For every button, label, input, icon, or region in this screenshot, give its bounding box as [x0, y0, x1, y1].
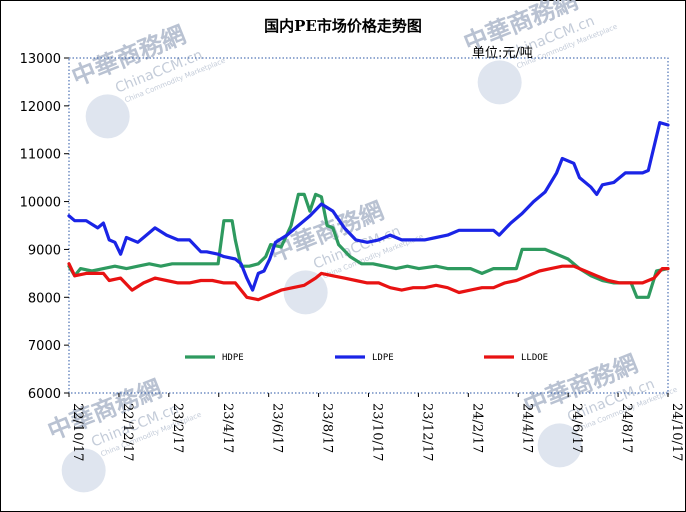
x-tick-label: 23/6/17 — [270, 403, 285, 453]
y-tick-label: 12000 — [20, 100, 61, 115]
series-lines — [67, 121, 670, 302]
x-tick-label: 24/8/17 — [619, 403, 634, 453]
x-tick-label: 24/10/17 — [669, 403, 684, 461]
chart-title: 国内PE市场价格走势图 — [264, 17, 422, 35]
series-line-hdpe — [67, 192, 670, 299]
x-tick-label: 24/6/17 — [569, 403, 584, 453]
x-tick-label: 23/4/17 — [220, 403, 235, 453]
x-tick-label: 24/4/17 — [519, 403, 534, 453]
x-tick-label: 23/10/17 — [370, 403, 385, 461]
x-tick-label: 22/12/17 — [120, 403, 135, 461]
unit-label: 单位:元/吨 — [472, 46, 533, 61]
y-tick-label: 13000 — [20, 52, 61, 67]
legend-label-ldpe: LDPE — [372, 353, 394, 363]
x-axis: 22/10/17 22/12/17 23/2/17 23/4/17 23/6/17 23/… — [68, 393, 684, 461]
x-tick-label: 23/2/17 — [170, 403, 185, 453]
legend: HDPE LDPE LLDOE — [185, 353, 548, 363]
y-tick-label: 8000 — [28, 291, 61, 306]
globe-icon — [61, 448, 106, 493]
legend-label-lldoe: LLDOE — [521, 353, 548, 363]
y-axis: 6000 7000 8000 9000 10000 11000 12000 13000 — [20, 52, 69, 402]
globe-icon — [283, 270, 328, 315]
globe-icon — [537, 423, 582, 468]
x-tick-label: 23/8/17 — [320, 403, 335, 453]
series-line-lldoe — [67, 262, 670, 302]
y-tick-label: 10000 — [20, 196, 61, 211]
y-tick-label: 6000 — [28, 387, 61, 402]
y-tick-label: 9000 — [28, 243, 61, 258]
y-tick-label: 7000 — [28, 339, 61, 354]
x-tick-label: 24/2/17 — [469, 403, 484, 453]
globe-icon — [477, 60, 522, 105]
y-tick-label: 11000 — [20, 148, 61, 163]
globe-icon — [85, 94, 130, 139]
series-line-ldpe — [67, 121, 670, 292]
x-tick-label: 22/10/17 — [70, 403, 85, 461]
x-tick-label: 23/12/17 — [419, 403, 434, 461]
legend-label-hdpe: HDPE — [222, 353, 244, 363]
